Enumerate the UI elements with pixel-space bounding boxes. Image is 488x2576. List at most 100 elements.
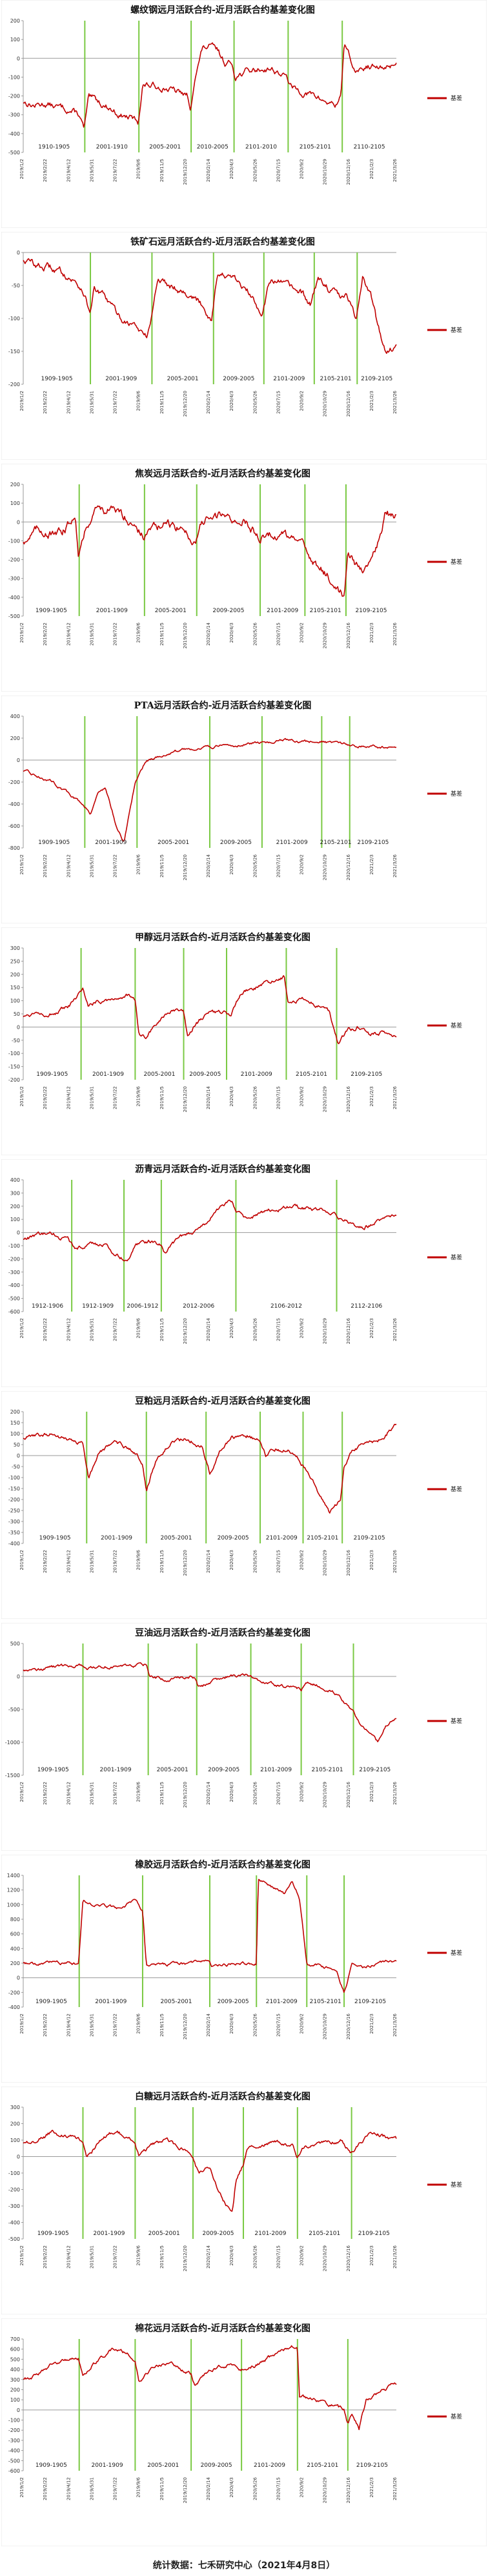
period-label: 2101-2009 bbox=[260, 1767, 292, 1773]
chart-background bbox=[1, 232, 487, 460]
period-label: 2005-2001 bbox=[160, 1999, 192, 2005]
period-label: 2005-2001 bbox=[147, 2462, 179, 2469]
x-tick-label: 2020/2/14 bbox=[206, 1317, 211, 1341]
x-tick-label: 2019/12/20 bbox=[183, 1086, 188, 1112]
y-tick-label: -300 bbox=[8, 1270, 20, 1275]
basis-chart: 白糖远月活跃合约-近月活跃合约基差变化图 300 200 100 0 -100 -200 -3… bbox=[1, 2087, 487, 2314]
x-tick-label: 2019/12/20 bbox=[183, 1550, 188, 1576]
period-label: 2001-1909 bbox=[92, 2462, 123, 2469]
period-label: 2105-2101 bbox=[310, 1999, 341, 2005]
y-tick-label: -50 bbox=[12, 1038, 20, 1044]
y-tick-label: 150 bbox=[10, 1420, 20, 1426]
legend-label: 基差 bbox=[451, 1717, 462, 1725]
x-tick-label: 2020/10/29 bbox=[323, 159, 328, 185]
x-tick-label: 2020/2/14 bbox=[206, 390, 211, 413]
chart-background bbox=[1, 2318, 487, 2546]
period-label: 1909-1905 bbox=[37, 2231, 69, 2237]
legend-label: 基差 bbox=[451, 790, 462, 798]
x-tick-label: 2020/7/15 bbox=[276, 2477, 281, 2500]
y-tick-label: -400 bbox=[8, 595, 20, 601]
x-tick-label: 2021/3/26 bbox=[392, 2013, 398, 2036]
x-tick-label: 2020/12/16 bbox=[346, 1317, 351, 1344]
chart-panel: 螺纹钢远月活跃合约-近月活跃合约基差变化图 200 100 0 -100 -200 -300… bbox=[1, 0, 487, 228]
x-tick-label: 2019/7/22 bbox=[113, 1782, 118, 1805]
period-label: 2009-2005 bbox=[189, 1071, 221, 1078]
y-tick-label: -300 bbox=[8, 1519, 20, 1525]
period-label: 2009-2005 bbox=[208, 1767, 239, 1773]
basis-chart: 沥青远月活跃合约-近月活跃合约基差变化图 400 300 200 100 0 -100 -20… bbox=[1, 1159, 487, 1387]
period-label: 2001-1909 bbox=[105, 376, 137, 382]
x-tick-label: 2020/10/29 bbox=[323, 1550, 328, 1576]
x-tick-label: 2019/4/12 bbox=[66, 623, 71, 646]
chart-background bbox=[1, 1159, 487, 1387]
period-label: 2005-2001 bbox=[155, 608, 187, 614]
x-tick-label: 2021/3/26 bbox=[392, 854, 398, 877]
period-label: 2001-1909 bbox=[95, 840, 127, 846]
x-tick-label: 2020/9/2 bbox=[300, 2014, 305, 2034]
x-tick-label: 2020/2/14 bbox=[206, 854, 211, 877]
chart-panel: 白糖远月活跃合约-近月活跃合约基差变化图 300 200 100 0 -100 -200 -3… bbox=[1, 2087, 487, 2314]
y-tick-label: 100 bbox=[10, 1431, 20, 1437]
period-label: 2101-2009 bbox=[241, 1071, 272, 1078]
y-tick-label: 50 bbox=[14, 1442, 20, 1448]
series-line-basis bbox=[23, 1879, 397, 1993]
x-tick-label: 2019/9/6 bbox=[136, 2245, 141, 2265]
x-tick-label: 2021/3/26 bbox=[392, 1086, 398, 1109]
y-tick-label: 200 bbox=[10, 2121, 20, 2127]
footer-source-note: 统计数据：七禾研究中心（2021年4月8日） bbox=[152, 2561, 336, 2571]
x-tick-label: 2021/2/3 bbox=[369, 2014, 374, 2034]
period-label: 2005-2001 bbox=[160, 1535, 192, 1541]
x-tick-label: 2019/1/2 bbox=[19, 1550, 25, 1570]
period-label: 2005-2001 bbox=[158, 840, 189, 846]
x-tick-label: 2019/2/22 bbox=[43, 623, 48, 646]
x-tick-label: 2020/2/14 bbox=[206, 1086, 211, 1109]
period-label: 2101-2009 bbox=[276, 840, 308, 846]
period-label: 2001-1909 bbox=[93, 2231, 125, 2237]
period-label: 2105-2101 bbox=[312, 1767, 343, 1773]
legend-label: 基差 bbox=[451, 94, 462, 102]
y-tick-label: -400 bbox=[8, 1541, 20, 1547]
period-label: 2101-2009 bbox=[266, 1999, 298, 2005]
basis-chart: 铁矿石远月活跃合约-近月活跃合约基差变化图 0 -50 -100 -150 -200 190… bbox=[1, 232, 487, 460]
x-tick-label: 2019/12/20 bbox=[183, 391, 188, 417]
x-tick-label: 2020/10/29 bbox=[323, 2245, 328, 2271]
x-tick-label: 2019/9/6 bbox=[136, 1086, 141, 1106]
chart-title: 铁矿石远月活跃合约-近月活跃合约基差变化图 bbox=[130, 236, 315, 247]
chart-title: PTA远月活跃合约-近月活跃合约基差变化图 bbox=[134, 700, 312, 711]
y-tick-label: 200 bbox=[10, 1961, 20, 1966]
period-label: 2109-2105 bbox=[354, 1999, 386, 2005]
y-tick-label: -300 bbox=[8, 112, 20, 118]
y-tick-label: -100 bbox=[8, 1243, 20, 1249]
x-tick-label: 2019/12/20 bbox=[183, 159, 188, 185]
x-tick-label: 2019/5/31 bbox=[89, 2014, 94, 2037]
chart-panel: 豆粕远月活跃合约-近月活跃合约基差变化图 200 150 100 50 0 -50 -100 -… bbox=[1, 1391, 487, 1619]
y-tick-label: 800 bbox=[10, 1917, 20, 1922]
x-tick-label: 2019/9/6 bbox=[136, 2013, 141, 2034]
period-label: 2101-2009 bbox=[266, 1535, 298, 1541]
period-label: 2105-2101 bbox=[307, 2462, 338, 2469]
x-tick-label: 2020/5/26 bbox=[252, 390, 258, 413]
x-tick-label: 2020/4/3 bbox=[229, 391, 234, 411]
x-tick-label: 2020/12/16 bbox=[346, 622, 351, 648]
y-tick-label: 250 bbox=[10, 958, 20, 964]
y-tick-label: -500 bbox=[8, 2236, 20, 2242]
x-tick-label: 2020/4/3 bbox=[229, 1550, 234, 1570]
series-line-basis bbox=[23, 737, 397, 842]
y-tick-label: 600 bbox=[10, 1932, 20, 1937]
chart-background bbox=[1, 927, 487, 1155]
x-tick-label: 2019/7/22 bbox=[113, 1318, 118, 1341]
period-label: 1909-1905 bbox=[39, 1535, 71, 1541]
x-tick-label: 2020/4/3 bbox=[229, 1782, 234, 1802]
period-label: 2005-2001 bbox=[143, 1071, 175, 1078]
chart-panel: 沥青远月活跃合约-近月活跃合约基差变化图 400 300 200 100 0 -100 -20… bbox=[1, 1159, 487, 1387]
y-tick-label: -200 bbox=[8, 2187, 20, 2193]
legend-label: 基差 bbox=[451, 326, 462, 334]
x-tick-label: 2019/2/22 bbox=[43, 2245, 48, 2269]
period-label: 2006-1912 bbox=[127, 1303, 158, 1310]
period-label: 2105-2101 bbox=[300, 144, 331, 150]
x-tick-label: 2021/2/3 bbox=[369, 2477, 374, 2497]
x-tick-label: 2020/9/2 bbox=[300, 1318, 305, 1338]
chart-panel: 棉花远月活跃合约-近月活跃合约基差变化图 700 600 500 400 300 200 10… bbox=[1, 2318, 487, 2546]
chart-title: 白糖远月活跃合约-近月活跃合约基差变化图 bbox=[135, 2091, 310, 2102]
y-tick-label: -50 bbox=[12, 1464, 20, 1470]
